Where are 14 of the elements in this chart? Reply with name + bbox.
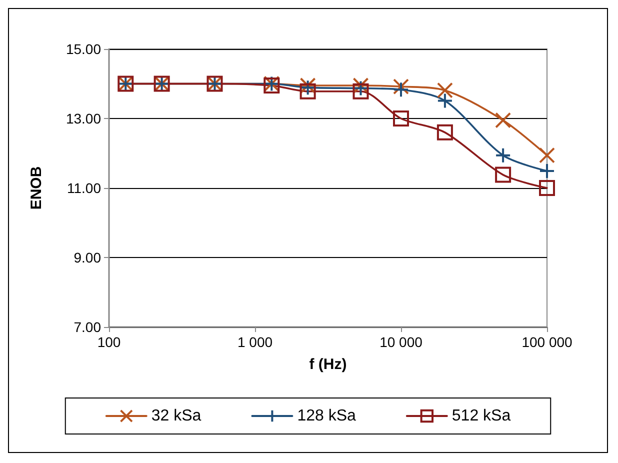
x-tick-label: 1 000 [237,334,273,350]
x-axis-title: f (Hz) [309,356,347,373]
legend-label: 512 kSa [452,408,511,424]
y-axis-title: ENOB [28,166,45,210]
y-tick-label: 9.00 [74,250,102,266]
y-tick-label: 7.00 [74,319,102,335]
legend-label: 32 kSa [151,408,202,424]
x-tick-label: 10 000 [380,334,423,350]
y-tick-label: 13.00 [66,110,102,126]
y-tick-label: 15.00 [66,41,102,57]
x-tick-label: 100 [97,334,121,350]
x-tick-label: 100 000 [522,334,573,350]
y-tick-label: 11.00 [67,180,102,196]
legend-label: 128 kSa [297,408,356,424]
